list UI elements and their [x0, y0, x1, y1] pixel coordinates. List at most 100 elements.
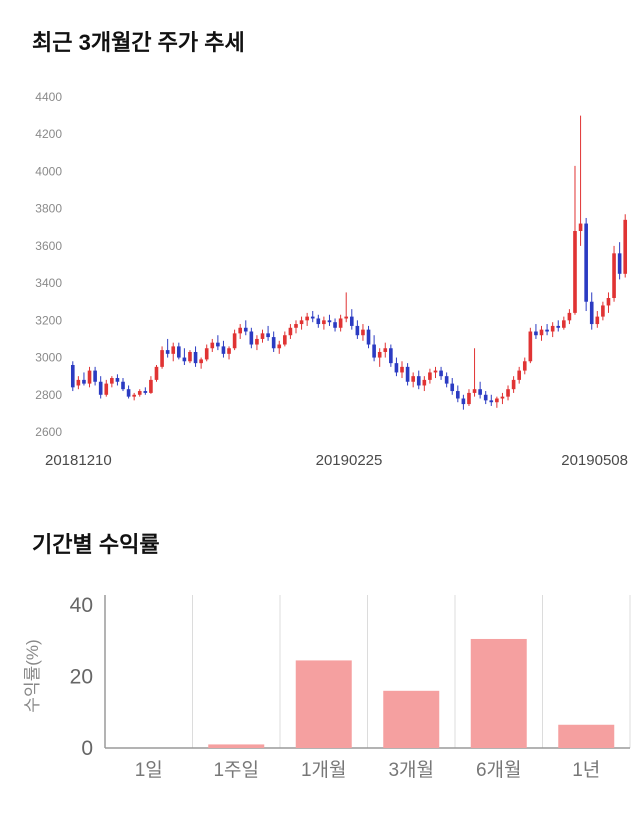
price-trend-title: 최근 3개월간 주가 추세: [32, 30, 245, 55]
candle-body: [266, 333, 270, 338]
candle-body: [528, 331, 533, 362]
candle-body: [416, 376, 421, 386]
candle-body: [606, 298, 611, 306]
y-axis-tick-label: 3600: [35, 239, 62, 253]
return-bar: [208, 744, 265, 748]
candle-body: [344, 317, 349, 319]
candle-body: [617, 253, 622, 275]
x-axis-category-label: 1일: [135, 759, 163, 781]
candle-body: [70, 365, 75, 388]
candle-body: [294, 324, 298, 329]
candle-body: [556, 326, 561, 329]
return-bar: [383, 690, 440, 748]
candle-body: [115, 378, 120, 383]
candle-body: [227, 348, 231, 355]
return-bar: [470, 638, 527, 748]
candle-body: [372, 344, 376, 358]
candle-body: [310, 317, 315, 319]
candle-body: [361, 330, 365, 336]
candle-body: [573, 231, 577, 314]
x-axis-category-label: 1개월: [301, 759, 347, 781]
candle-body: [366, 330, 371, 345]
candle-body: [165, 350, 170, 355]
candle-body: [182, 357, 187, 362]
x-axis-category-label: 1주일: [213, 759, 259, 781]
candle-body: [601, 305, 605, 318]
candle-body: [288, 328, 293, 336]
candle-body: [428, 372, 432, 381]
candle-body: [522, 361, 527, 371]
candle-body: [216, 343, 220, 347]
candle-body: [349, 317, 354, 327]
candle-body: [255, 339, 259, 345]
candle-body: [271, 337, 276, 349]
candle-body: [389, 348, 393, 364]
candle-body: [327, 320, 332, 323]
candle-body: [154, 367, 159, 381]
candle-body: [322, 320, 326, 325]
y-axis-tick-label: 3400: [35, 277, 62, 291]
candle-body: [623, 220, 628, 275]
return-bar: [295, 660, 352, 748]
returns-bar-chart: 0 20 40 1일 1주일 1개월 3개월 6개월 1년 수익률(%): [23, 594, 631, 781]
candle-body: [455, 391, 460, 399]
candle-body: [210, 343, 215, 349]
y-axis-tick-label: 3800: [35, 202, 62, 216]
candle-body: [76, 380, 81, 386]
candle-body: [232, 333, 237, 349]
candle-body: [489, 400, 494, 403]
y-axis-tick-label: 3200: [35, 314, 62, 328]
y-axis-tick-label: 2600: [35, 425, 62, 439]
candle-body: [495, 398, 499, 403]
candle-body: [104, 384, 109, 396]
candle-body: [176, 346, 181, 358]
candle-body: [433, 370, 438, 373]
y-axis-tick-label: 4400: [35, 90, 62, 104]
candle-body: [188, 352, 192, 362]
candle-body: [461, 398, 466, 405]
candle-body: [472, 389, 477, 394]
y-axis-tick-label: 4000: [35, 165, 62, 179]
candle-body: [143, 391, 148, 394]
candle-body: [539, 330, 544, 336]
candlestick-chart: 2600 2800 3000 3200 3400 3600 3800 4000 4200 4400…: [35, 90, 628, 469]
candle-body: [383, 348, 388, 353]
candle-body: [121, 382, 125, 390]
candle-body: [171, 346, 176, 355]
candle-body: [467, 393, 471, 405]
x-axis-category-label: 3개월: [388, 759, 434, 781]
candle-body: [478, 389, 482, 396]
candle-body: [277, 344, 282, 349]
candle-body: [249, 331, 254, 345]
candle-body: [221, 346, 226, 355]
candle-body: [595, 317, 600, 325]
x-axis-tick-label: 20190225: [316, 452, 383, 469]
candle-body: [400, 367, 404, 373]
candle-body: [355, 326, 360, 336]
candle-body: [238, 328, 243, 334]
candle-body: [483, 395, 488, 401]
candle-body: [149, 380, 153, 394]
candle-body: [444, 376, 449, 385]
candle-body: [450, 384, 455, 392]
candle-body: [305, 317, 309, 321]
x-axis-category-label: 1년: [572, 759, 600, 781]
candle-body: [126, 389, 131, 398]
candle-body: [283, 335, 287, 345]
candle-body: [110, 378, 114, 385]
returns-title: 기간별 수익률: [32, 532, 160, 558]
candle-body: [506, 389, 510, 398]
candle-body: [422, 380, 427, 386]
candle-body: [93, 370, 97, 383]
candle-body: [204, 348, 209, 360]
candle-body: [338, 318, 343, 329]
candle-body: [562, 320, 566, 329]
candle-body: [500, 397, 505, 399]
candle-body: [511, 380, 516, 390]
candle-body: [137, 391, 142, 396]
candle-body: [439, 370, 443, 377]
candle-body: [98, 382, 103, 396]
candle-body: [405, 367, 410, 383]
candle-body: [584, 223, 588, 303]
candle-body: [333, 322, 337, 329]
